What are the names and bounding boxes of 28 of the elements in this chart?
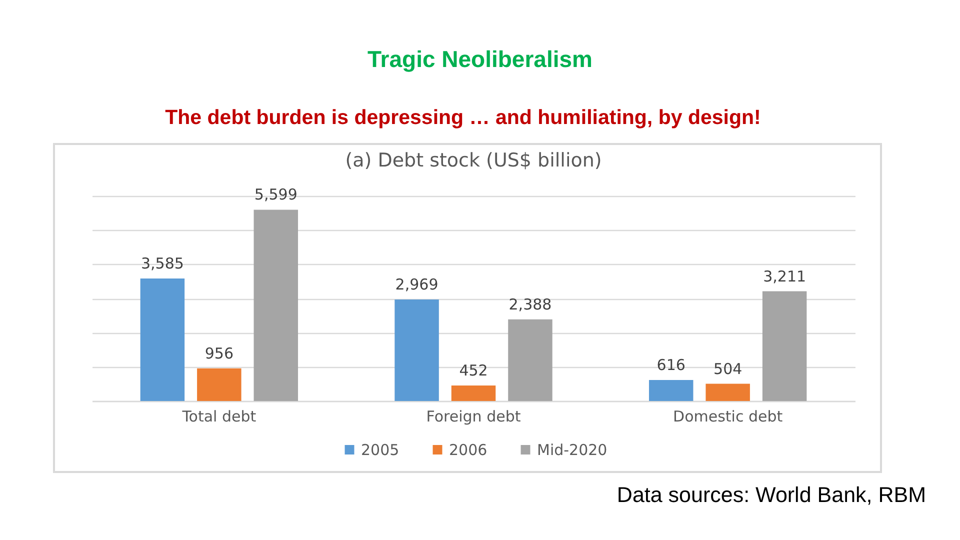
bar bbox=[394, 300, 439, 401]
data-label: 2,388 bbox=[508, 295, 552, 314]
text: Data sources: World Bank, RBM bbox=[616, 483, 926, 508]
data-label: 616 bbox=[656, 356, 686, 374]
legend-label: Mid-2020 bbox=[537, 440, 608, 459]
x-tick-label: Domestic debt bbox=[673, 408, 783, 426]
legend-label: 2006 bbox=[449, 440, 488, 459]
data-label: 504 bbox=[714, 360, 742, 378]
x-tick-label: Total debt bbox=[181, 408, 256, 426]
chart-title: Tragic Neoliberalism bbox=[366, 46, 594, 73]
chart-subtitle: The debt burden is depressing … and humiliating, by design! bbox=[164, 106, 762, 130]
bar bbox=[197, 368, 242, 401]
text: (a) Debt stock (US$ billion) bbox=[345, 150, 602, 172]
data-label: 452 bbox=[459, 362, 488, 380]
bar bbox=[254, 210, 298, 401]
bar bbox=[706, 384, 750, 401]
legend-label: 2005 bbox=[361, 440, 400, 459]
bar bbox=[508, 319, 552, 401]
data-label: 2,969 bbox=[395, 276, 438, 294]
bar bbox=[648, 380, 694, 401]
data-label: 3,211 bbox=[763, 267, 806, 286]
data-label: 956 bbox=[204, 344, 234, 362]
bar bbox=[762, 291, 807, 401]
data-label: 5,599 bbox=[254, 186, 298, 204]
bar bbox=[451, 386, 496, 401]
data-label: 3,585 bbox=[140, 254, 184, 273]
bar bbox=[140, 278, 185, 401]
x-tick-label: Foreign debt bbox=[426, 408, 521, 426]
